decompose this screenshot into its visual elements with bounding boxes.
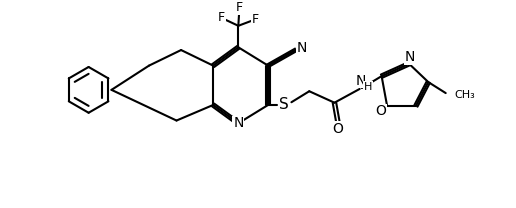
Text: O: O — [375, 104, 386, 118]
Text: N: N — [356, 74, 366, 88]
Text: N: N — [296, 41, 307, 55]
Text: F: F — [236, 1, 243, 14]
Text: N: N — [233, 116, 244, 130]
Text: N: N — [405, 50, 415, 64]
Text: F: F — [218, 11, 225, 25]
Text: F: F — [252, 13, 259, 26]
Text: O: O — [333, 122, 344, 136]
Text: CH₃: CH₃ — [454, 90, 475, 100]
Text: H: H — [364, 82, 372, 92]
Text: S: S — [279, 98, 289, 113]
